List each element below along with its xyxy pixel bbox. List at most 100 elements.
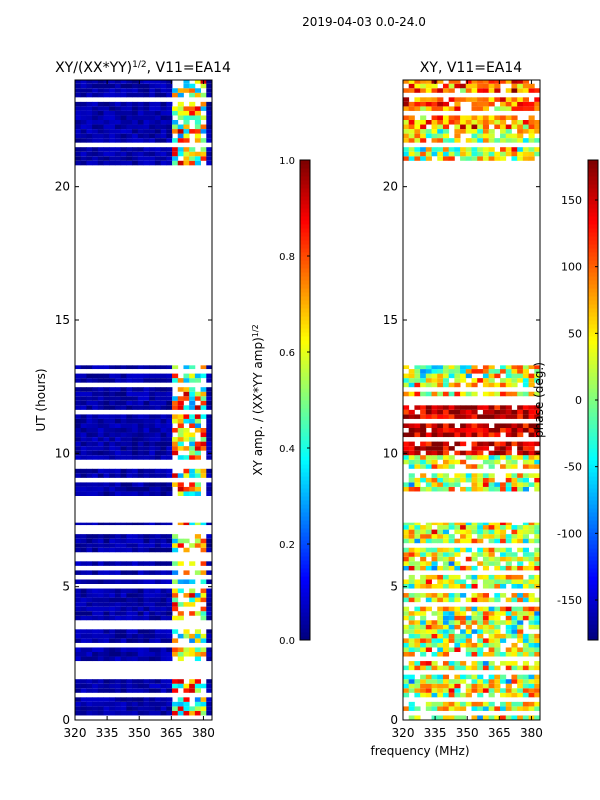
heatmap-cell [172,138,179,143]
heatmap-cell [75,561,82,566]
heatmap-cell [97,129,104,134]
heatmap-cell [97,588,104,594]
heatmap-cell [505,446,512,451]
heatmap-cell [408,593,415,598]
heatmap-cell [488,405,495,410]
heatmap-cell [80,428,87,433]
heatmap-cell [431,464,438,469]
heatmap-cell [437,615,444,621]
heatmap-cell [154,124,162,130]
heatmap-cell [189,418,196,424]
heatmap-cell [442,556,450,562]
heatmap-cell [460,365,467,370]
heatmap-cell [126,491,133,496]
heatmap-cell [448,156,455,161]
heatmap-cell [143,101,150,107]
heatmap-cell [103,396,110,401]
heatmap-cell [494,638,501,643]
heatmap-cell [454,133,461,139]
heatmap-cell [126,473,133,478]
heatmap-cell [408,665,415,671]
heatmap-cell [500,565,507,571]
heatmap-cell [183,602,190,607]
heatmap-cell [86,486,93,492]
heatmap-cell [143,606,150,612]
heatmap-cell [511,593,518,598]
heatmap-cell [442,373,450,379]
heatmap-cell [442,647,450,652]
heatmap-cell [137,92,144,98]
heatmap-cell [488,129,495,134]
heatmap-cell [120,396,127,401]
heatmap-cell [103,138,110,143]
heatmap-cell [120,534,127,539]
heatmap-cell [494,522,501,526]
heatmap-cell [166,80,173,84]
heatmap-cell [442,615,450,621]
heatmap-cell [505,620,512,625]
heatmap-cell [149,688,156,693]
heatmap-cell [408,432,415,438]
heatmap-cell [114,101,122,107]
heatmap-cell [200,615,207,621]
heatmap-cell [522,565,529,571]
heatmap-cell [120,101,127,107]
heatmap-cell [465,409,472,415]
heatmap-cell [114,124,122,130]
heatmap-cell [448,679,455,684]
heatmap-cell [160,80,167,84]
heatmap-cell [92,396,99,401]
heatmap-cell [414,715,421,720]
heatmap-cell [97,597,104,603]
heatmap-cell [160,418,167,424]
heatmap-cell [448,547,455,553]
heatmap-cell [86,387,93,392]
heatmap-cell [206,418,213,424]
heatmap-cell [166,473,173,478]
heatmap-cell [505,482,512,487]
heatmap-cell [80,400,87,406]
heatmap-cell [442,665,450,671]
colorbar-2-gradient [588,160,598,641]
heatmap-cell [194,133,201,139]
heatmap-cell [403,373,410,379]
heatmap-cell [477,529,484,535]
heatmap-cell [206,391,213,397]
colorbar-swatch [300,188,310,193]
colorbar-swatch [588,300,598,305]
heatmap-cell [471,156,478,161]
colorbar-swatch [588,492,598,497]
heatmap-cell [408,133,415,139]
heatmap-cell [454,477,461,483]
heatmap-cell [494,715,501,720]
heatmap-cell [437,606,444,612]
colorbar-swatch [588,392,598,397]
heatmap-cell [172,124,179,130]
heatmap-cell [160,428,167,433]
heatmap-cell [160,538,167,544]
heatmap-cell [454,151,461,157]
heatmap-cell [534,556,541,562]
heatmap-cell [183,647,190,652]
heatmap-cell [143,446,150,451]
heatmap-cell [109,115,116,120]
colorbar-swatch [588,344,598,349]
colorbar-swatch [300,276,310,281]
heatmap-cell [482,597,490,603]
heatmap-cell [143,570,150,575]
colorbar-swatch [588,520,598,525]
heatmap-cell [442,486,450,492]
heatmap-cell [154,593,162,598]
heatmap-cell [403,115,410,120]
heatmap-cell [80,547,87,553]
heatmap-cell [194,638,201,643]
y-tick-label: 0 [390,713,398,727]
colorbar-swatch [300,280,310,285]
heatmap-cell [431,565,438,571]
heatmap-cell [206,83,213,89]
heatmap-cell [143,115,150,120]
heatmap-cell [183,129,190,134]
heatmap-cell [454,552,461,557]
heatmap-cell [477,547,484,553]
heatmap-cell [408,624,415,630]
